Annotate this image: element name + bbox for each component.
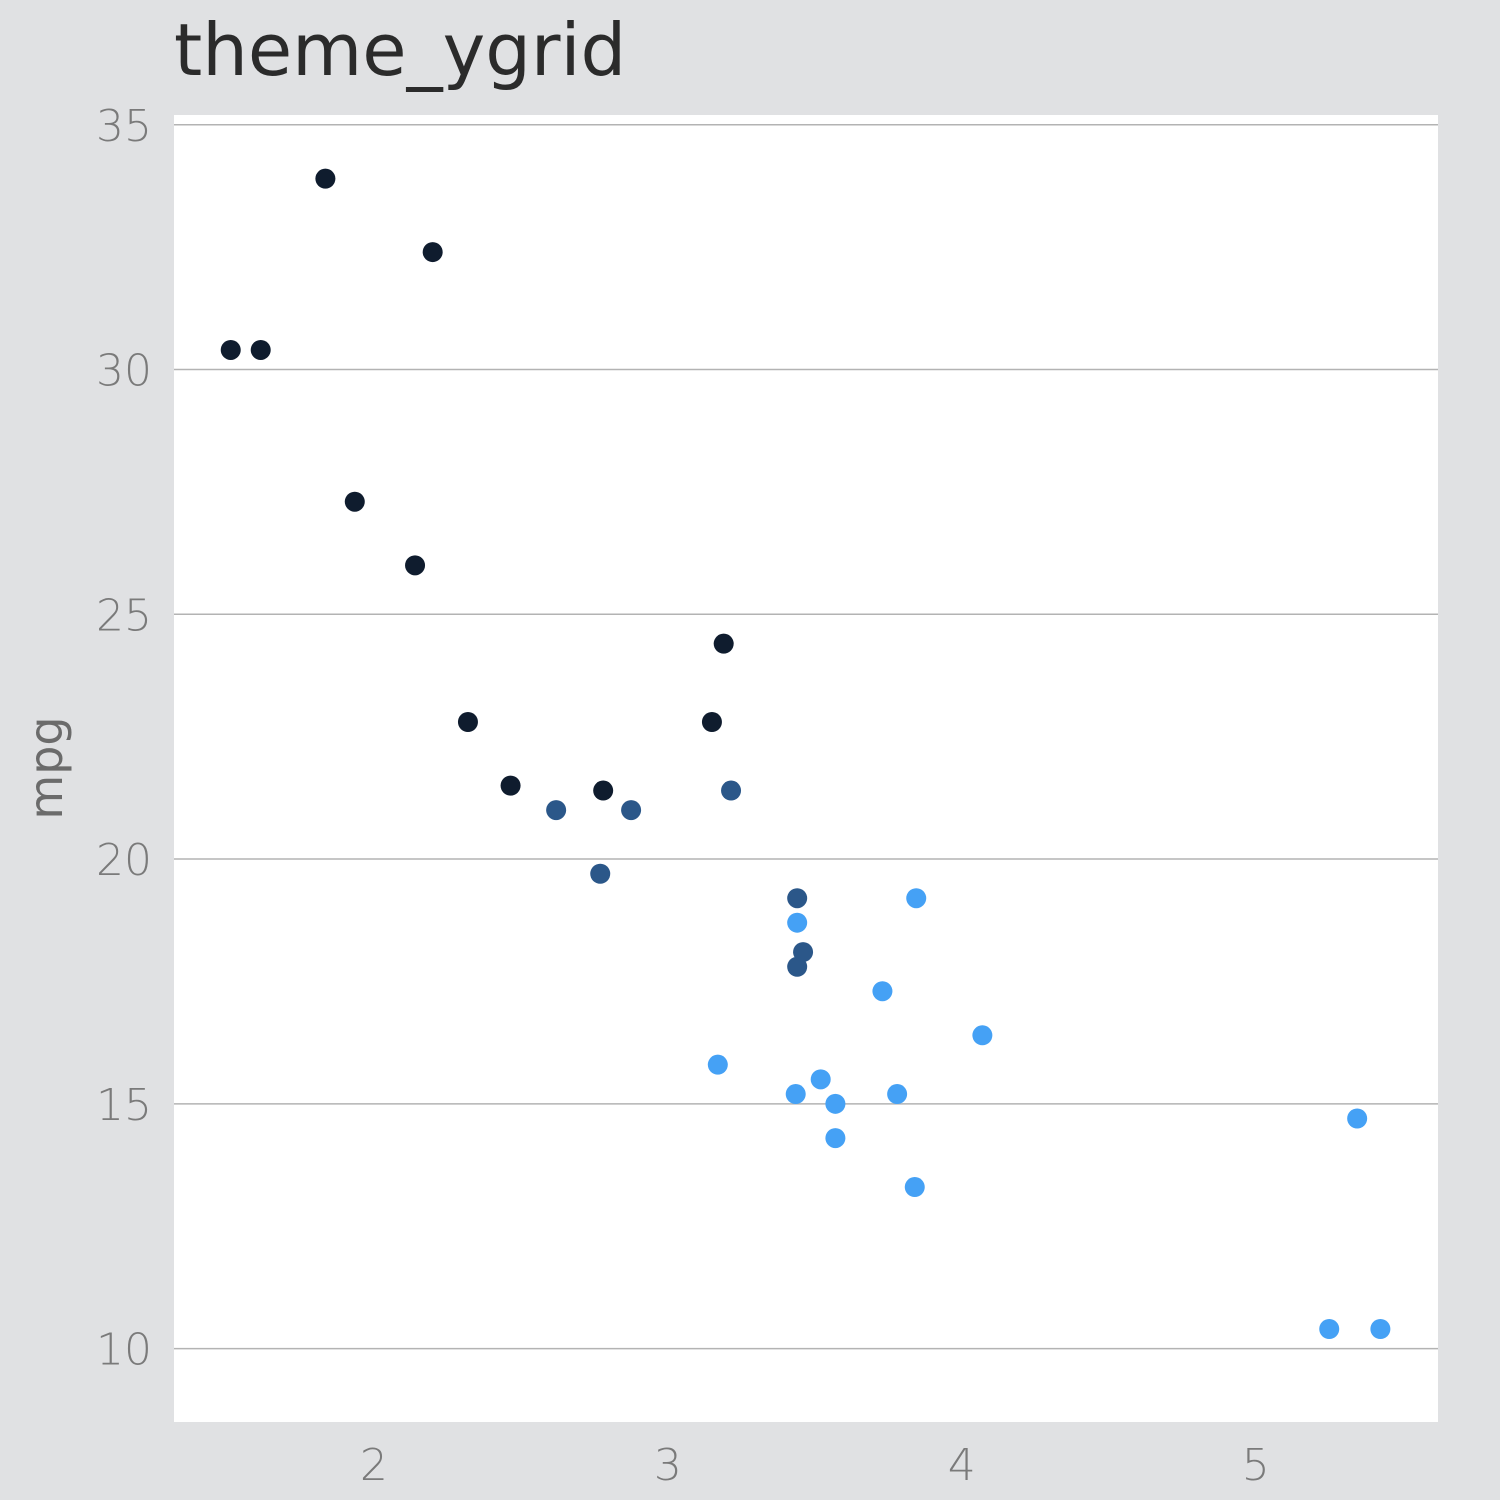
data-point	[250, 339, 271, 360]
data-point	[344, 491, 365, 512]
y-tick-label: 25	[96, 590, 152, 641]
data-point	[701, 711, 722, 732]
data-point	[721, 780, 742, 801]
data-point	[904, 1177, 925, 1198]
data-point	[810, 1069, 831, 1090]
data-point	[707, 1054, 728, 1075]
data-point	[593, 780, 614, 801]
data-point	[785, 1084, 806, 1105]
data-point	[787, 888, 808, 909]
y-tick-label: 35	[96, 101, 152, 152]
data-point	[590, 863, 611, 884]
y-tick-label: 30	[96, 346, 152, 397]
x-tick-label: 5	[1242, 1440, 1270, 1491]
data-point	[1347, 1108, 1368, 1129]
x-tick-label: 3	[654, 1440, 682, 1491]
data-point	[546, 800, 567, 821]
x-tick-label: 4	[948, 1440, 976, 1491]
data-point	[872, 981, 893, 1002]
data-point	[422, 242, 443, 263]
y-tick-labels: 10 15 20 25 30 35	[96, 101, 152, 1376]
data-point	[825, 1093, 846, 1114]
y-gridlines	[174, 124, 1438, 1350]
data-point	[887, 1084, 908, 1105]
data-point	[906, 888, 927, 909]
y-axis-title: mpg	[19, 716, 73, 819]
data-points	[220, 168, 1391, 1339]
data-point	[500, 775, 521, 796]
data-point	[787, 912, 808, 933]
data-point	[713, 633, 734, 654]
data-point	[457, 711, 478, 732]
y-tick-label: 20	[96, 835, 152, 886]
plot-panel	[174, 115, 1438, 1422]
x-tick-labels: 2 3 4 5	[360, 1440, 1270, 1491]
x-tick-label: 2	[360, 1440, 388, 1491]
y-tick-label: 10	[96, 1325, 152, 1376]
data-point	[1319, 1318, 1340, 1339]
data-point	[315, 168, 336, 189]
data-point	[621, 800, 642, 821]
chart-title: theme_ygrid	[174, 8, 626, 92]
data-point	[220, 339, 241, 360]
data-point	[405, 555, 426, 576]
data-point	[825, 1128, 846, 1149]
data-point	[1370, 1318, 1391, 1339]
y-tick-label: 15	[96, 1080, 152, 1131]
data-point	[972, 1025, 993, 1046]
data-point	[787, 956, 808, 977]
